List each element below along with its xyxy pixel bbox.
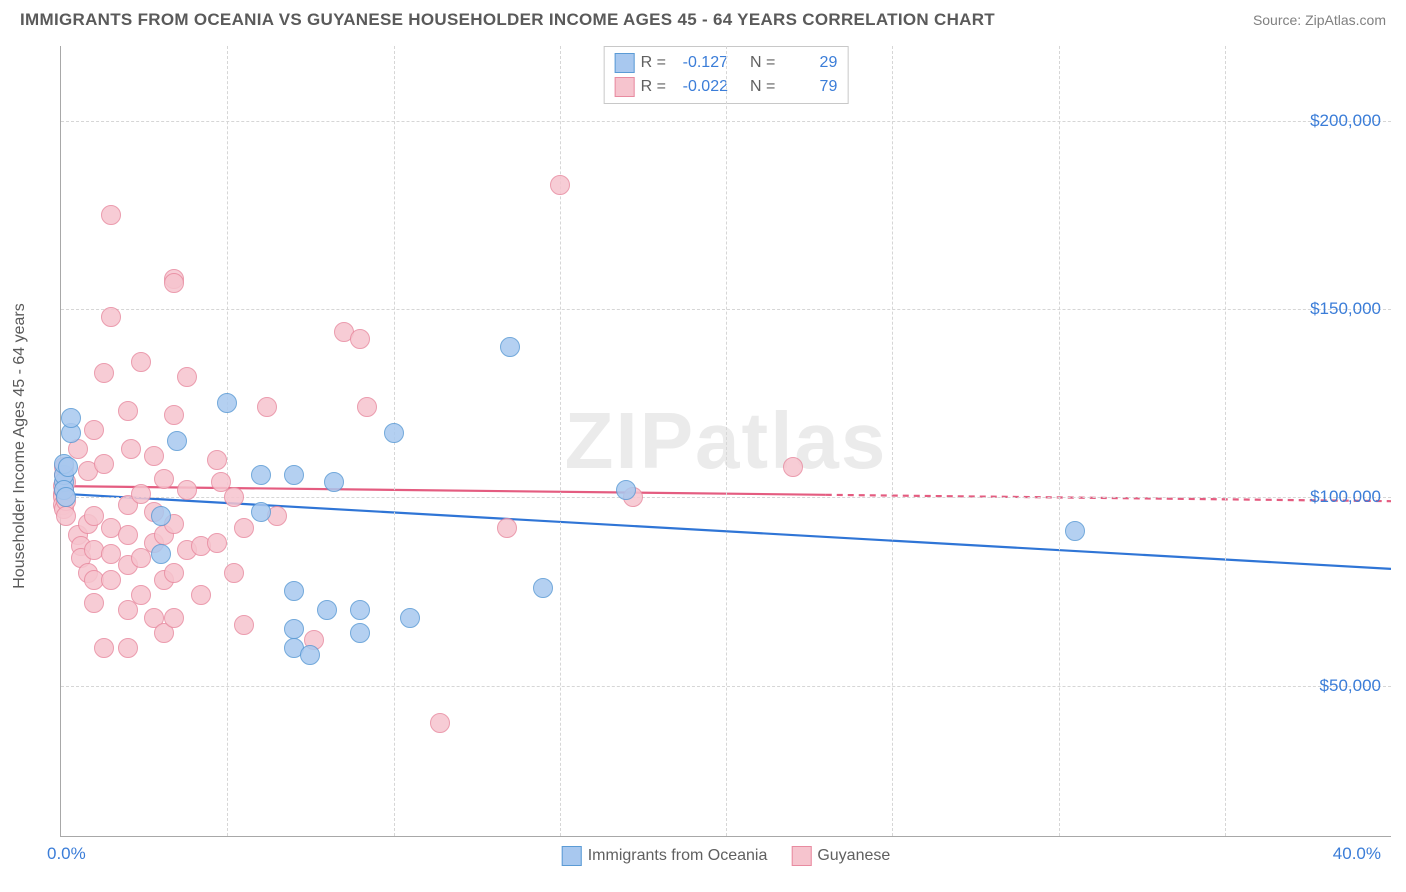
data-point-pink (497, 518, 517, 538)
data-point-pink (234, 615, 254, 635)
data-point-blue (151, 506, 171, 526)
y-tick-label: $50,000 (1320, 676, 1381, 696)
data-point-blue (533, 578, 553, 598)
data-point-blue (350, 600, 370, 620)
data-point-pink (177, 480, 197, 500)
data-point-blue (284, 619, 304, 639)
legend-item: Immigrants from Oceania (562, 846, 768, 866)
data-point-pink (101, 205, 121, 225)
data-point-blue (251, 502, 271, 522)
data-point-pink (550, 175, 570, 195)
data-point-blue (400, 608, 420, 628)
data-point-pink (94, 454, 114, 474)
data-point-pink (101, 570, 121, 590)
y-tick-label: $200,000 (1310, 111, 1381, 131)
n-value: 79 (781, 78, 837, 96)
data-point-pink (164, 405, 184, 425)
data-point-pink (257, 397, 277, 417)
data-point-pink (207, 533, 227, 553)
x-axis-min-label: 0.0% (47, 844, 86, 864)
r-label: R = (641, 54, 666, 72)
n-value: 29 (781, 54, 837, 72)
series-legend: Immigrants from Oceania Guyanese (562, 846, 891, 866)
data-point-blue (500, 337, 520, 357)
scatter-chart: ZIPatlas R = -0.127 N = 29 R = -0.022 N … (60, 46, 1391, 837)
gridline (892, 46, 893, 836)
data-point-pink (118, 401, 138, 421)
y-tick-label: $100,000 (1310, 487, 1381, 507)
data-point-pink (164, 563, 184, 583)
data-point-pink (783, 457, 803, 477)
data-point-pink (207, 450, 227, 470)
swatch-icon (615, 77, 635, 97)
data-point-pink (234, 518, 254, 538)
data-point-pink (121, 439, 141, 459)
y-axis-title: Householder Income Ages 45 - 64 years (11, 303, 29, 589)
data-point-pink (154, 469, 174, 489)
data-point-pink (224, 487, 244, 507)
data-point-blue (217, 393, 237, 413)
data-point-pink (224, 563, 244, 583)
chart-title: IMMIGRANTS FROM OCEANIA VS GUYANESE HOUS… (20, 10, 995, 30)
data-point-pink (191, 585, 211, 605)
data-point-blue (58, 457, 78, 477)
data-point-blue (324, 472, 344, 492)
data-point-blue (56, 487, 76, 507)
data-point-pink (94, 363, 114, 383)
data-point-blue (350, 623, 370, 643)
data-point-blue (384, 423, 404, 443)
data-point-pink (84, 420, 104, 440)
y-tick-label: $150,000 (1310, 299, 1381, 319)
data-point-pink (131, 484, 151, 504)
r-value: -0.127 (672, 54, 728, 72)
data-point-blue (1065, 521, 1085, 541)
gridline (1225, 46, 1226, 836)
x-axis-max-label: 40.0% (1333, 844, 1381, 864)
data-point-pink (131, 585, 151, 605)
data-point-blue (151, 544, 171, 564)
data-point-pink (177, 367, 197, 387)
data-point-pink (144, 446, 164, 466)
legend-item: Guyanese (791, 846, 890, 866)
data-point-pink (357, 397, 377, 417)
data-point-pink (430, 713, 450, 733)
swatch-icon (562, 846, 582, 866)
n-label: N = (750, 78, 775, 96)
data-point-pink (164, 608, 184, 628)
data-point-blue (167, 431, 187, 451)
r-value: -0.022 (672, 78, 728, 96)
gridline (726, 46, 727, 836)
data-point-blue (284, 465, 304, 485)
data-point-blue (317, 600, 337, 620)
legend-label: Immigrants from Oceania (588, 847, 768, 865)
source-attribution: Source: ZipAtlas.com (1253, 12, 1386, 28)
data-point-blue (61, 408, 81, 428)
gridline (227, 46, 228, 836)
data-point-pink (118, 638, 138, 658)
data-point-pink (101, 307, 121, 327)
swatch-icon (791, 846, 811, 866)
data-point-blue (251, 465, 271, 485)
swatch-icon (615, 53, 635, 73)
n-label: N = (750, 54, 775, 72)
data-point-pink (350, 329, 370, 349)
data-point-pink (164, 273, 184, 293)
data-point-pink (84, 593, 104, 613)
data-point-pink (94, 638, 114, 658)
data-point-pink (118, 525, 138, 545)
data-point-pink (56, 506, 76, 526)
data-point-blue (284, 581, 304, 601)
r-label: R = (641, 78, 666, 96)
gridline (560, 46, 561, 836)
gridline (1059, 46, 1060, 836)
data-point-pink (131, 352, 151, 372)
legend-label: Guyanese (817, 847, 890, 865)
data-point-blue (300, 645, 320, 665)
data-point-blue (616, 480, 636, 500)
